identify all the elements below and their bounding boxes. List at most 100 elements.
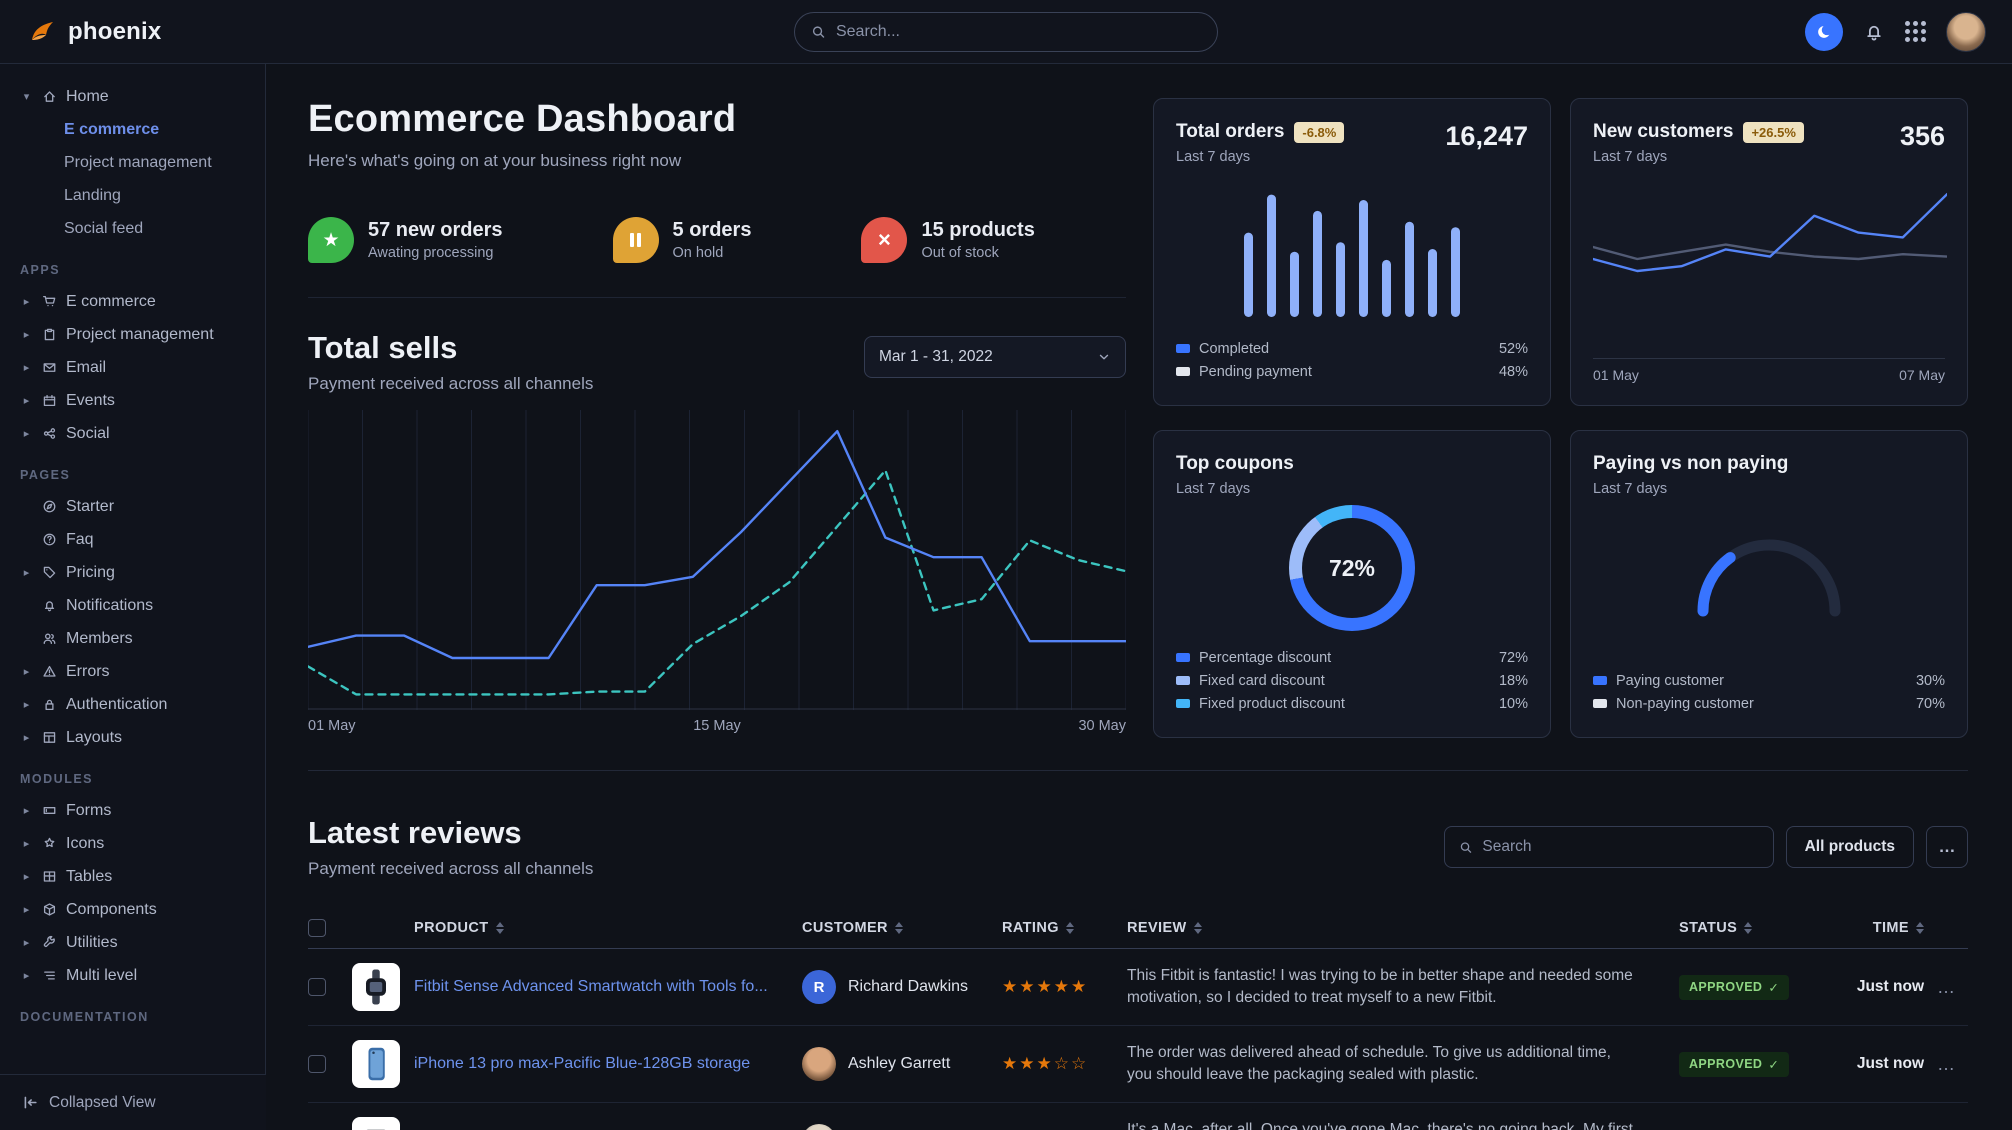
legend-label: Pending payment (1199, 363, 1312, 380)
caret-down-icon: ▾ (23, 91, 30, 103)
row-checkbox[interactable] (308, 1055, 326, 1073)
product-link[interactable]: iPhone 13 pro max-Pacific Blue-128GB sto… (414, 1055, 751, 1072)
sidebar-item-label: E commerce (64, 120, 160, 138)
column-label: TIME (1872, 919, 1909, 936)
sidebar-item-components[interactable]: ▸ Components (14, 893, 253, 926)
legend-label: Completed (1199, 340, 1270, 357)
sidebar-item-social[interactable]: ▸ Social (14, 417, 253, 450)
legend-label: Fixed card discount (1199, 672, 1325, 689)
section-divider (308, 770, 1968, 771)
sidebar-item-email[interactable]: ▸ Email (14, 351, 253, 384)
product-cell: Fitbit Sense Advanced Smartwatch with To… (352, 963, 802, 1011)
sidebar-item-events[interactable]: ▸ Events (14, 384, 253, 417)
status-label: APPROVED (1689, 1057, 1763, 1071)
sidebar-item-multi-level[interactable]: ▸ Multi level (14, 959, 253, 992)
check-icon: ✓ (1768, 1057, 1780, 1072)
column-header-customer[interactable]: CUSTOMER (802, 920, 1002, 936)
status-label: APPROVED (1689, 980, 1763, 994)
legend-swatch (1176, 676, 1190, 685)
product-link[interactable]: Fitbit Sense Advanced Smartwatch with To… (414, 978, 768, 995)
sidebar-item-e-commerce[interactable]: E commerce (14, 113, 253, 146)
column-header-time[interactable]: TIME (1829, 920, 1924, 936)
sidebar-item-project-management[interactable]: Project management (14, 146, 253, 179)
sidebar-item-authentication[interactable]: ▸ Authentication (14, 688, 253, 721)
sidebar-item-e-commerce[interactable]: ▸ E commerce (14, 285, 253, 318)
row-actions-button[interactable]: … (1937, 1053, 1955, 1074)
reviews-subtitle: Payment received across all channels (308, 859, 594, 878)
review-time: Just now (1856, 1055, 1924, 1072)
sidebar-item-landing[interactable]: Landing (14, 179, 253, 212)
check-icon: ✓ (1768, 980, 1780, 995)
sidebar-item-label: Forms (66, 801, 112, 819)
sidebar-item-home[interactable]: ▾ Home (14, 80, 253, 113)
sidebar-item-notifications[interactable]: Notifications (14, 589, 253, 622)
legend-item: Fixed product discount 10% (1176, 692, 1528, 715)
reviews-search-input[interactable] (1482, 838, 1759, 856)
legend-label: Fixed product discount (1199, 695, 1345, 712)
sidebar-item-faq[interactable]: Faq (14, 523, 253, 556)
card-period: Last 7 days (1593, 149, 1668, 165)
sidebar-item-pricing[interactable]: ▸ Pricing (14, 556, 253, 589)
stat-pause-icon (612, 217, 659, 263)
column-label: RATING (1002, 919, 1059, 936)
phone-product-image (368, 1047, 385, 1081)
column-header-product[interactable]: PRODUCT (352, 920, 802, 936)
sidebar-item-label: Social (66, 424, 110, 442)
reviews-more-button[interactable]: … (1926, 826, 1968, 868)
stat-out-of-stock: × 15 products Out of stock (861, 217, 1035, 263)
sidebar: ▾ Home E commerce Project management Landing… (0, 64, 266, 1130)
legend-swatch (1176, 367, 1190, 376)
card-period: Last 7 days (1176, 149, 1251, 165)
apps-grid-button[interactable] (1905, 21, 1926, 42)
global-search[interactable] (794, 11, 1218, 52)
column-header-rating[interactable]: RATING (1002, 920, 1127, 936)
customer-cell (802, 1124, 1002, 1130)
all-products-filter[interactable]: All products (1785, 826, 1914, 868)
tag-icon (43, 566, 56, 579)
collapse-sidebar-toggle[interactable]: Collapsed View (0, 1074, 266, 1130)
date-range-select[interactable]: Mar 1 - 31, 2022 (864, 336, 1126, 378)
sidebar-item-utilities[interactable]: ▸ Utilities (14, 926, 253, 959)
stat-value: 57 new orders (368, 219, 503, 241)
caret-right-icon: ▸ (23, 362, 30, 374)
legend-item: Non-paying customer 70% (1593, 692, 1945, 715)
row-actions-button[interactable]: … (1937, 976, 1955, 997)
customer-name: Richard Dawkins (848, 978, 969, 995)
stat-caption: Awating processing (368, 245, 494, 261)
sidebar-item-forms[interactable]: ▸ Forms (14, 794, 253, 827)
sidebar-item-label: Members (66, 629, 133, 647)
global-search-input[interactable] (835, 22, 1201, 41)
row-checkbox[interactable] (308, 978, 326, 996)
column-header-status[interactable]: STATUS (1679, 920, 1829, 936)
caret-right-icon: ▸ (23, 970, 30, 982)
legend-swatch (1176, 653, 1190, 662)
theme-toggle-button[interactable] (1805, 12, 1843, 51)
sidebar-item-tables[interactable]: ▸ Tables (14, 860, 253, 893)
caret-right-icon: ▸ (23, 567, 30, 579)
paying-gauge-chart (1593, 523, 1945, 619)
phoenix-logo-icon (32, 21, 53, 40)
reviews-search[interactable] (1443, 826, 1774, 868)
review-text: The order was delivered ahead of schedul… (1127, 1043, 1611, 1083)
sidebar-item-label: Landing (64, 186, 121, 204)
user-avatar[interactable] (1946, 11, 1986, 52)
bell-icon (44, 601, 55, 612)
select-all-checkbox[interactable] (308, 918, 326, 937)
sidebar-item-project-management[interactable]: ▸ Project management (14, 318, 253, 351)
sidebar-item-members[interactable]: Members (14, 622, 253, 655)
caret-right-icon: ▸ (23, 871, 30, 883)
legend-percent: 52% (1498, 340, 1528, 357)
sidebar-item-layouts[interactable]: ▸ Layouts (14, 721, 253, 754)
sidebar-item-starter[interactable]: Starter (14, 490, 253, 523)
notifications-button[interactable] (1863, 21, 1885, 43)
sidebar-item-icons[interactable]: ▸ Icons (14, 827, 253, 860)
sidebar-item-social-feed[interactable]: Social feed (14, 212, 253, 245)
sidebar-item-errors[interactable]: ▸ Errors (14, 655, 253, 688)
column-header-review[interactable]: REVIEW (1127, 920, 1679, 936)
brand-logo[interactable]: phoenix (26, 16, 161, 48)
stat-x-icon: × (861, 217, 908, 263)
share-icon (43, 428, 56, 439)
cube-icon (43, 903, 56, 916)
trend-badge: -6.8% (1294, 121, 1345, 143)
sidebar-section-pages: PAGES (20, 468, 71, 482)
